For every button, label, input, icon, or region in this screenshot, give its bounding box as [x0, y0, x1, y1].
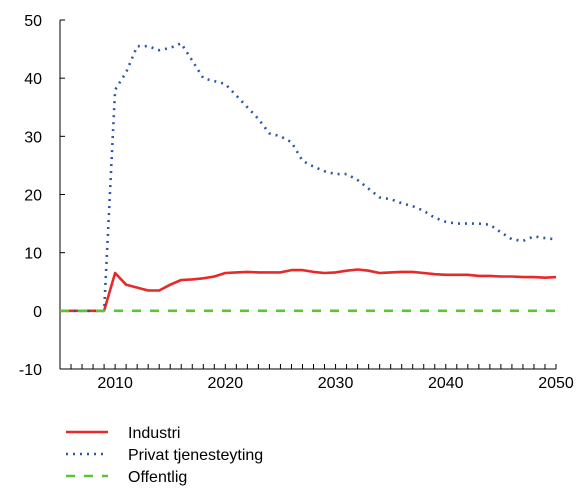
y-tick-label: 20: [24, 188, 42, 205]
y-tick-label: 30: [24, 129, 42, 146]
y-tick-label: -10: [19, 362, 42, 379]
x-tick-label: 2050: [538, 375, 574, 392]
x-ticks: 2010 2020 2030 2040 2050: [59, 364, 574, 392]
x-tick-label: 2040: [428, 375, 464, 392]
y-tick-label: 50: [24, 13, 42, 30]
x-tick-label: 2020: [208, 375, 244, 392]
legend: Industri Privat tjenesteyting Offentlig: [66, 425, 263, 486]
axes: [59, 20, 556, 370]
series-lines: [60, 41, 557, 313]
legend-label-1: Privat tjenesteyting: [128, 447, 263, 464]
x-tick-label: 2030: [318, 375, 354, 392]
y-tick-label: 40: [24, 71, 42, 88]
x-tick-label: 2010: [97, 375, 133, 392]
series-line-0: [60, 268, 557, 313]
legend-label-0: Industri: [128, 425, 180, 442]
y-ticks: -10 0 10 20 30 40 50: [19, 13, 65, 379]
series-line-1: [60, 41, 557, 313]
y-tick-label: 0: [33, 304, 42, 321]
y-tick-label: 10: [24, 246, 42, 263]
legend-label-2: Offentlig: [128, 469, 187, 486]
